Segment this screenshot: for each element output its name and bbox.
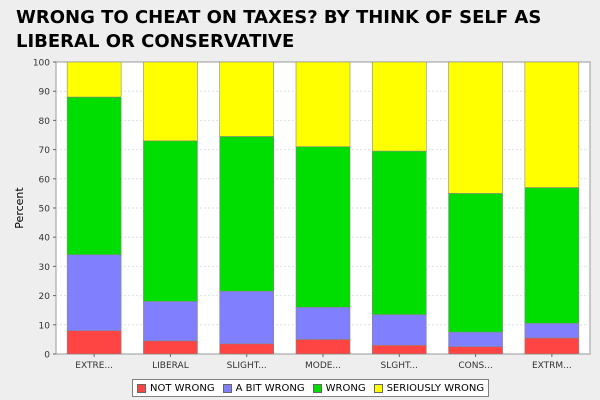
bar-segment-a-bit-wrong: [66, 254, 122, 331]
legend-item: SERIOUSLY WRONG: [373, 382, 485, 394]
y-tick-label: 90: [39, 88, 51, 98]
y-tick-label: 70: [39, 146, 51, 156]
legend-swatch: [137, 383, 146, 393]
bar-segment-wrong: [448, 193, 503, 333]
bar-segment-not-wrong: [448, 346, 503, 355]
bar-segment-not-wrong: [143, 340, 198, 355]
bar-segment-wrong: [143, 140, 198, 302]
bar-segment-a-bit-wrong: [295, 306, 351, 340]
y-tick-label: 80: [39, 117, 51, 127]
y-tick-label: 30: [39, 263, 51, 273]
bar-segment-seriously-wrong: [295, 61, 351, 147]
y-tick-label: 40: [39, 234, 51, 244]
x-tick-label: LIBERAL: [152, 361, 189, 371]
legend-swatch: [312, 383, 322, 393]
bar-segment-seriously-wrong: [448, 61, 503, 194]
x-tick-label: MODE...: [305, 361, 341, 371]
bar-segment-seriously-wrong: [66, 61, 122, 98]
x-tick-label: EXTRE...: [75, 361, 113, 371]
legend-label: NOT WRONG: [150, 382, 215, 394]
bar-segment-wrong: [295, 146, 351, 308]
legend-label: SERIOUSLY WRONG: [386, 382, 485, 394]
bar-segment-a-bit-wrong: [143, 301, 198, 342]
bar-segment-not-wrong: [219, 343, 275, 355]
bar-segment-a-bit-wrong: [371, 314, 427, 346]
bar-segment-not-wrong: [524, 337, 580, 355]
legend-item: A BIT WRONG: [222, 382, 305, 394]
bars-layer: [66, 61, 580, 355]
bar-segment-not-wrong: [371, 344, 427, 355]
y-tick-label: 20: [39, 292, 51, 302]
x-tick-label: EXTRM...: [532, 361, 572, 371]
legend-label: A BIT WRONG: [235, 382, 305, 394]
axis-layer: 0 10 20 30 40 50 60 70 80 90 100 EXTRE... LIBERAL SLI…: [33, 59, 572, 372]
bar-segment-wrong: [219, 136, 275, 292]
x-tick-label: SLGHT...: [381, 361, 418, 371]
y-axis-label: Percent: [13, 187, 26, 229]
legend-label: WRONG: [325, 382, 366, 394]
legend-item: WRONG: [312, 382, 366, 394]
bar-segment-seriously-wrong: [371, 61, 427, 152]
y-tick-label: 0: [44, 351, 50, 361]
x-tick-label: SLIGHT...: [227, 361, 267, 371]
bar-segment-a-bit-wrong: [448, 331, 503, 348]
bar-segment-wrong: [371, 150, 427, 315]
legend-swatch: [373, 383, 383, 393]
x-tick-label: CONS...: [458, 361, 492, 371]
bar-segment-not-wrong: [66, 330, 122, 355]
chart-title: WRONG TO CHEAT ON TAXES? BY THINK OF SEL…: [16, 7, 542, 52]
y-tick-label: 10: [39, 321, 51, 331]
bar-segment-seriously-wrong: [143, 61, 198, 142]
legend: NOT WRONG A BIT WRONG WRONG SERIOUSLY WRONG: [132, 379, 490, 397]
y-tick-label: 60: [39, 175, 51, 185]
legend-item: NOT WRONG: [137, 383, 215, 394]
legend-swatch: [222, 383, 232, 393]
bar-segment-wrong: [66, 96, 122, 256]
y-tick-label: 50: [39, 205, 51, 215]
bar-segment-a-bit-wrong: [524, 323, 580, 339]
bar-segment-a-bit-wrong: [219, 290, 275, 345]
bar-segment-not-wrong: [295, 339, 351, 355]
bar-segment-wrong: [524, 187, 580, 324]
bar-segment-seriously-wrong: [219, 61, 275, 137]
bar-segment-seriously-wrong: [524, 61, 580, 188]
y-tick-label: 100: [33, 59, 50, 69]
